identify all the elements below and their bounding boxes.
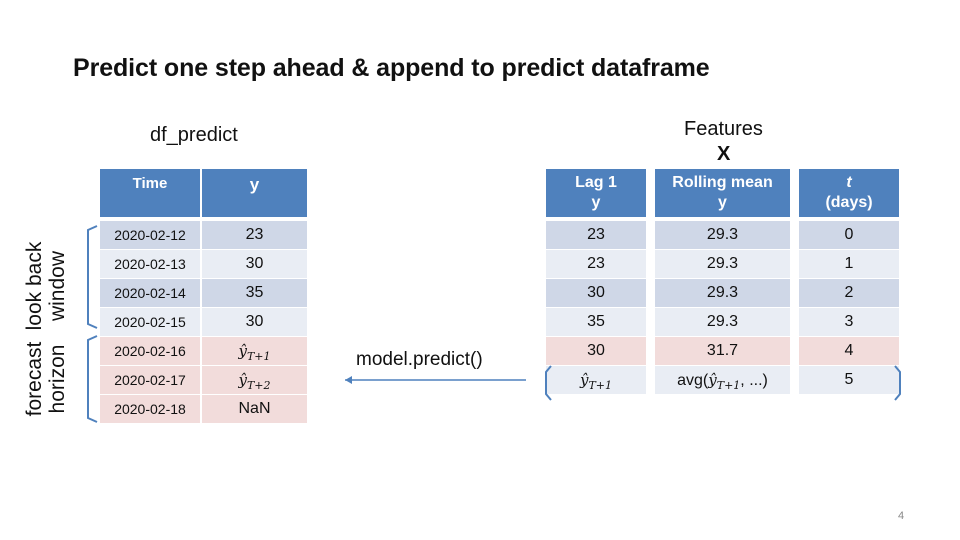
look-back-window-label: look back window: [23, 236, 69, 336]
feat-header-lag: Lag 1 y: [546, 169, 646, 217]
feat-header-lag-line2: y: [591, 194, 601, 211]
df-header-y: y: [202, 169, 307, 217]
df-cell-time: 2020-02-12: [100, 221, 200, 249]
features-label: Features: [684, 118, 763, 140]
df-cell-time: 2020-02-17: [100, 366, 200, 394]
feat-cell-t: 1: [799, 250, 899, 278]
feat-cell-lag: 30: [546, 337, 646, 365]
feat-cell-t: 5: [799, 366, 899, 394]
feat-cell-rolling: 29.3: [655, 221, 790, 249]
feat-cell-t: 3: [799, 308, 899, 336]
forecast-bracket: [87, 335, 98, 423]
features-left-bracket: [545, 365, 552, 401]
df-cell-time: 2020-02-13: [100, 250, 200, 278]
df-header-time: Time: [100, 169, 200, 217]
feat-cell-lag: 35: [546, 308, 646, 336]
feat-header-t-line1: t: [846, 174, 852, 191]
df-cell-time: 2020-02-14: [100, 279, 200, 307]
feat-cell-rolling: 29.3: [655, 308, 790, 336]
feat-header-t: t (days): [799, 169, 899, 217]
df-cell-y: ŷT+2: [202, 366, 307, 394]
y-hat-symbol: ŷT+1: [579, 371, 613, 392]
df-cell-y: 30: [202, 250, 307, 278]
feat-header-rolling: Rolling mean y: [655, 169, 790, 217]
y-hat-symbol: ŷT+1: [238, 342, 271, 363]
features-x-label: X: [717, 143, 731, 165]
y-hat-symbol: ŷT+1: [708, 371, 741, 392]
feat-cell-rolling: 29.3: [655, 250, 790, 278]
feat-header-rolling-line2: y: [718, 194, 727, 211]
feat-cell-lag: 23: [546, 250, 646, 278]
feat-cell-rolling: 31.7: [655, 337, 790, 365]
predict-arrow-head: [345, 376, 352, 384]
y-hat-symbol: ŷT+2: [238, 371, 271, 392]
feat-cell-t: 4: [799, 337, 899, 365]
feat-header-lag-line1: Lag 1: [575, 174, 617, 191]
feat-cell-rolling: avg(ŷT+1, ...): [655, 366, 790, 394]
df-cell-y: ŷT+1: [202, 337, 307, 365]
feat-cell-rolling: 29.3: [655, 279, 790, 307]
feat-cell-t: 0: [799, 221, 899, 249]
df-cell-y: 35: [202, 279, 307, 307]
df-cell-time: 2020-02-16: [100, 337, 200, 365]
df-cell-time: 2020-02-18: [100, 395, 200, 423]
page-number: 4: [898, 510, 905, 522]
model-predict-label: model.predict(): [356, 349, 483, 370]
df-cell-y: NaN: [202, 395, 307, 423]
df-cell-time: 2020-02-15: [100, 308, 200, 336]
forecast-horizon-label: forecast horizon: [23, 329, 69, 429]
feat-header-t-line2: (days): [825, 194, 873, 211]
df-header-y-text: y: [249, 175, 260, 194]
feat-header-rolling-line1: Rolling mean: [672, 174, 773, 191]
slide-title: Predict one step ahead & append to predi…: [73, 54, 710, 82]
look-back-line2: window: [46, 250, 69, 322]
df-cell-y: 23: [202, 221, 307, 249]
features-right-bracket: [894, 365, 901, 401]
look-back-line1: look back: [23, 241, 46, 331]
feat-cell-lag: ŷT+1: [546, 366, 646, 394]
feat-cell-lag: 30: [546, 279, 646, 307]
feat-cell-lag: 23: [546, 221, 646, 249]
df-cell-y: 30: [202, 308, 307, 336]
df-header-time-text: Time: [132, 175, 168, 192]
forecast-line1: forecast: [23, 341, 46, 417]
df-predict-label: df_predict: [150, 124, 238, 146]
look-back-bracket: [87, 225, 98, 329]
forecast-line2: horizon: [46, 344, 69, 414]
feat-cell-t: 2: [799, 279, 899, 307]
